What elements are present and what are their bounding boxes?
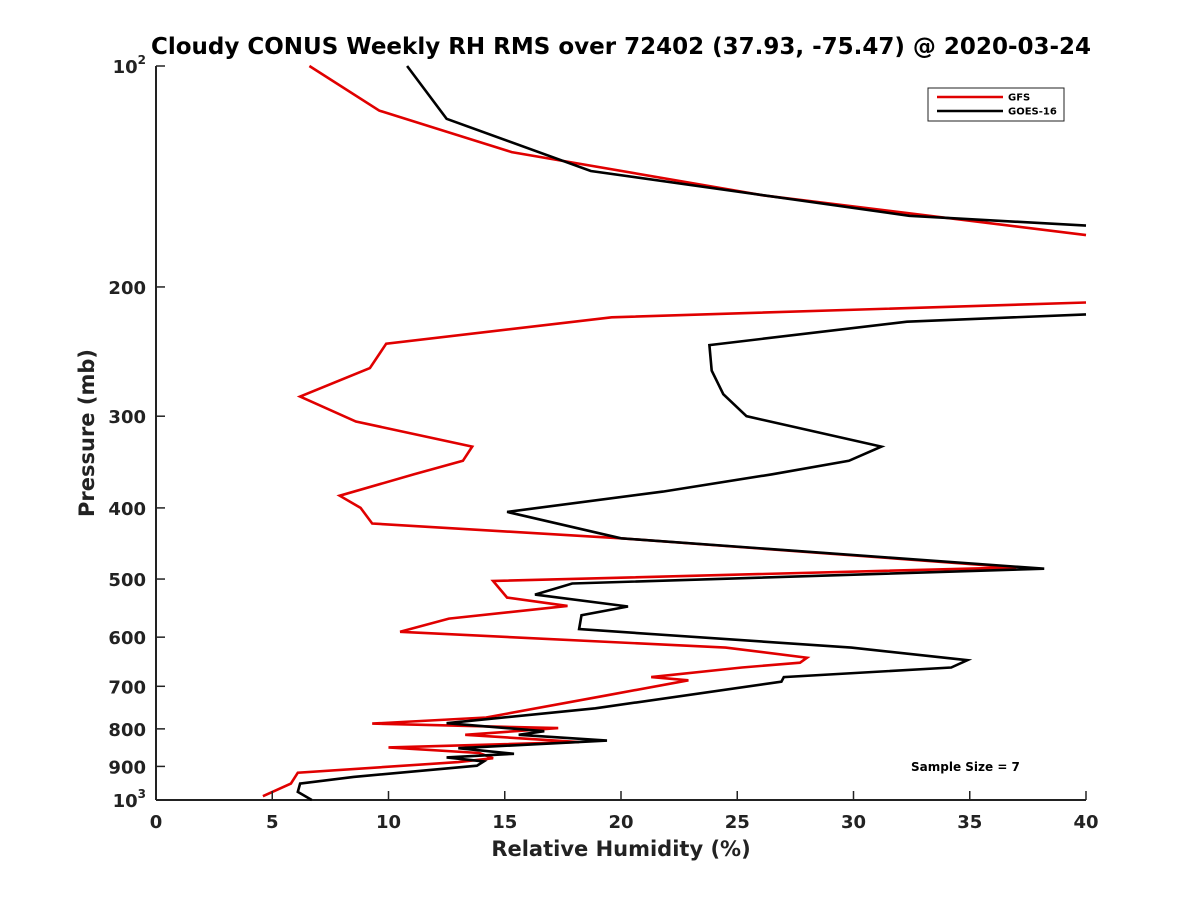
series-line-segment	[262, 301, 1087, 798]
legend-label: GOES-16	[1008, 107, 1057, 118]
x-tick-label: 20	[608, 812, 633, 833]
x-tick-label: 5	[266, 812, 279, 833]
y-tick-label: 500	[108, 570, 146, 591]
x-tick-label: 10	[376, 812, 401, 833]
y-axis-label: Pressure (mb)	[75, 349, 99, 517]
x-ticks: 0 5 10 15 20 25 30 35 40	[150, 791, 1099, 833]
y-tick-label: 103	[113, 787, 146, 812]
series-gfs	[262, 64, 1087, 798]
legend-box	[927, 87, 1065, 122]
y-ticks: 102 200 300 400 500 600 700 800 900 103	[108, 53, 165, 812]
series-line-segment	[308, 64, 1087, 237]
chart-title: Cloudy CONUS Weekly RH RMS over 72402 (3…	[151, 34, 1091, 60]
series-layer	[262, 64, 1087, 802]
x-tick-label: 0	[150, 812, 163, 833]
x-tick-label: 30	[841, 812, 866, 833]
y-tick-label: 800	[108, 720, 146, 741]
x-axis-label: Relative Humidity (%)	[491, 837, 750, 861]
x-tick-label: 25	[725, 812, 750, 833]
x-tick-label: 40	[1073, 812, 1098, 833]
legend: GFS GOES-16	[927, 87, 1065, 122]
y-tick-label: 600	[108, 628, 146, 649]
series-line-segment	[406, 65, 1087, 227]
y-tick-label: 102	[113, 53, 146, 78]
y-tick-label: 300	[108, 407, 146, 428]
x-tick-label: 15	[492, 812, 517, 833]
legend-label: GFS	[1008, 93, 1030, 104]
sample-size-annotation: Sample Size = 7	[911, 760, 1020, 774]
series-goes-16	[296, 65, 1087, 802]
plot-area: 0 5 10 15 20 25 30 35 40 102 200 300 400 500 600 700 80…	[108, 53, 1098, 833]
y-tick-label: 200	[108, 278, 146, 299]
y-tick-label: 400	[108, 499, 146, 520]
x-tick-label: 35	[957, 812, 982, 833]
y-tick-label: 700	[108, 677, 146, 698]
y-tick-label: 900	[108, 757, 146, 778]
series-line-segment	[296, 313, 1087, 802]
